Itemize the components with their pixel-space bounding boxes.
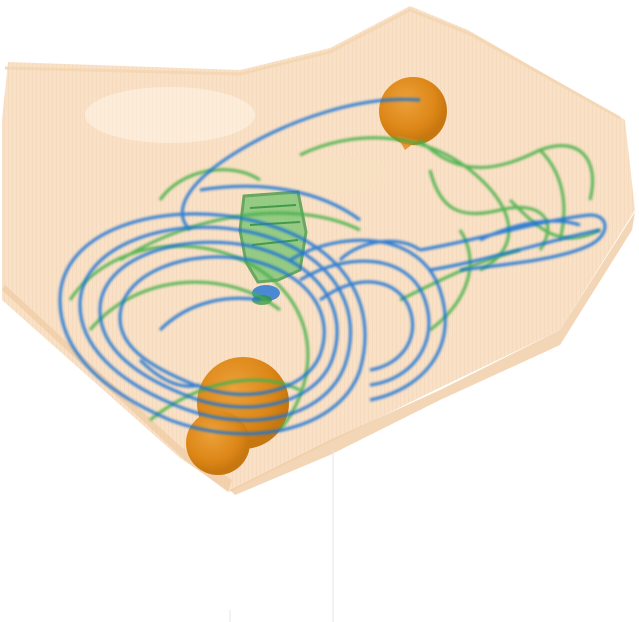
green-cables: [68, 136, 601, 431]
scan-artifact-lines: [229, 450, 334, 622]
blue-cables: [58, 97, 607, 436]
